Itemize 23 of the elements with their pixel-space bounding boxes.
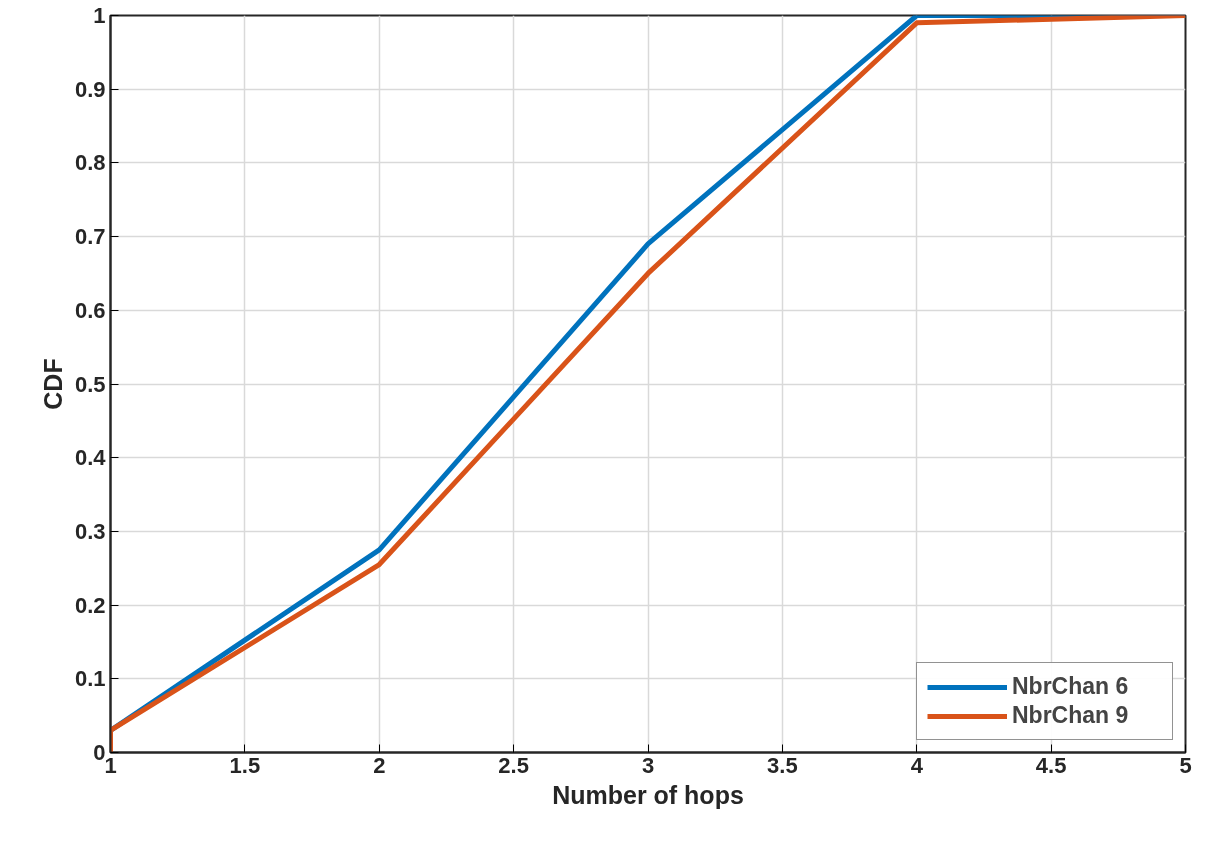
- y-tick-label: 0.3: [74, 518, 106, 544]
- y-tick-label: 0: [93, 740, 106, 765]
- legend-label: NbrChan 6: [1012, 673, 1130, 700]
- y-tick-label: 0.8: [74, 150, 106, 176]
- y-axis-title: CDF: [38, 358, 67, 410]
- x-tick-label: 3: [641, 752, 655, 778]
- x-tick-label: 2.5: [498, 752, 529, 778]
- y-tick-label: 0.6: [74, 297, 106, 323]
- x-tick-label: 3.5: [767, 752, 798, 778]
- x-tick-label: 5: [1179, 752, 1192, 778]
- y-tick-label: 1: [93, 3, 106, 28]
- x-axis-title: Number of hops: [552, 780, 744, 809]
- x-tick-label: 2: [373, 752, 386, 778]
- y-tick-label: 0.5: [74, 371, 106, 397]
- y-tick-label: 0.4: [74, 445, 107, 471]
- x-tick-label: 1.5: [229, 752, 261, 778]
- y-tick-label: 0.1: [74, 666, 106, 692]
- x-tick-label: 4: [910, 752, 924, 778]
- y-tick-label: 0.7: [74, 224, 106, 250]
- x-tick-label: 4.5: [1035, 752, 1067, 778]
- legend-label: NbrChan 9: [1012, 702, 1130, 729]
- y-tick-label: 0.2: [74, 592, 106, 618]
- y-tick-label: 0.9: [74, 76, 106, 102]
